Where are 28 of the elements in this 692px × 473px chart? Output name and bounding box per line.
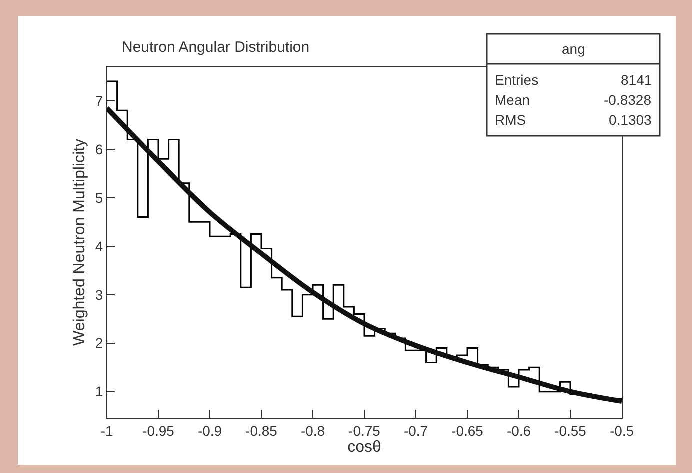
y-tick-label: 6	[95, 141, 104, 158]
x-tick-label: -0.65	[452, 422, 484, 439]
annotation: Entries	[495, 72, 539, 88]
y-tick-label: 2	[95, 335, 104, 352]
x-tick-label: -0.75	[348, 422, 381, 439]
chart-title: Neutron Angular Distribution	[122, 39, 310, 56]
y-tick-label: 1	[95, 384, 104, 400]
annotation: 8141	[621, 72, 652, 88]
x-tick-label: -0.6	[506, 422, 532, 439]
x-tick-label: -0.7	[404, 422, 428, 439]
annotation: Mean	[495, 92, 530, 108]
x-tick-label: -0.5	[610, 422, 634, 439]
text: ang	[562, 41, 586, 57]
y-tick-label: 4	[95, 238, 104, 254]
annotation: RMS	[495, 112, 526, 128]
annotation: -0.8328	[604, 92, 652, 108]
x-tick-label: -0.85	[246, 422, 278, 439]
annotation: 0.1303	[609, 112, 652, 128]
x-tick-label: -0.55	[554, 422, 587, 439]
x-axis-title: cosθ	[348, 438, 382, 456]
x-tick-label: -0.9	[198, 422, 222, 439]
y-tick-label: 3	[95, 286, 104, 303]
x-tick-label: -1	[100, 422, 114, 439]
x-tick-label: -0.8	[300, 422, 326, 439]
y-axis-title: Weighted Neutron Multiplicity	[71, 139, 88, 346]
x-tick-label: -0.95	[142, 422, 175, 439]
y-tick-label: 7	[95, 92, 104, 109]
y-tick-label: 5	[95, 190, 104, 206]
